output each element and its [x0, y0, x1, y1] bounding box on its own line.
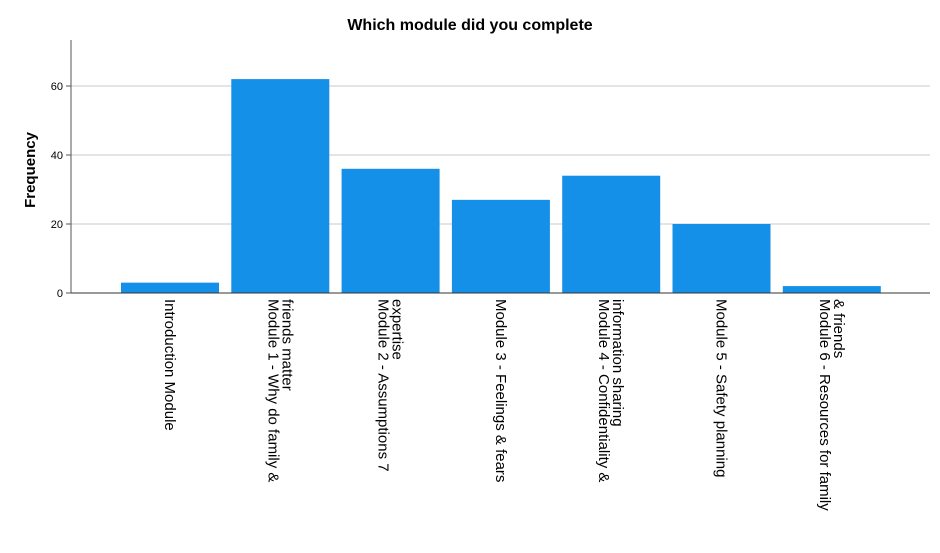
bar [782, 286, 881, 293]
x-tick-labels: Introduction Module Module 1 - Why do fam… [161, 299, 847, 511]
x-tick-label-line: Introduction Module [161, 299, 178, 431]
y-tick-label: 20 [51, 219, 63, 231]
bar [121, 282, 219, 293]
bar [231, 79, 330, 293]
x-tick-label: Introduction Module [161, 299, 178, 431]
y-tick-label: 60 [51, 81, 63, 93]
y-axis-label: Frequency [22, 131, 39, 208]
bars [121, 79, 881, 293]
x-tick-label: Module 1 - Why do family &friends matter [264, 299, 295, 482]
bar [451, 199, 550, 293]
x-tick-label: Module 5 - Safety planning [713, 299, 730, 477]
x-tick-label-line: Module 2 - Assumptions 7 [375, 299, 392, 472]
x-tick-label-line: & friends [830, 299, 847, 358]
y-tick-label: 0 [57, 288, 63, 300]
x-tick-label: Module 3 - Feelings & fears [492, 299, 509, 482]
chart-title: Which module did you complete [347, 17, 592, 34]
y-ticks: 0 20 40 60 [51, 81, 71, 300]
bar [562, 175, 661, 293]
bar [341, 168, 440, 293]
x-tick-label: Module 6 - Resources for family& friends [816, 299, 847, 511]
x-tick-label-line: expertise [389, 299, 406, 360]
bar [672, 224, 771, 293]
x-tick-label-line: Module 3 - Feelings & fears [492, 299, 509, 482]
y-tick-label: 40 [51, 150, 63, 162]
x-tick-label-line: Module 1 - Why do family & [264, 299, 281, 482]
x-tick-label-line: Module 4 - Confidentiality & [595, 299, 612, 482]
x-tick-label-line: information sharing [609, 299, 626, 427]
x-tick-label-line: friends matter [278, 299, 295, 391]
x-tick-label: Module 4 - Confidentiality &information … [595, 299, 626, 482]
x-tick-label-line: Module 5 - Safety planning [713, 299, 730, 477]
x-tick-label-line: Module 6 - Resources for family [816, 299, 833, 511]
